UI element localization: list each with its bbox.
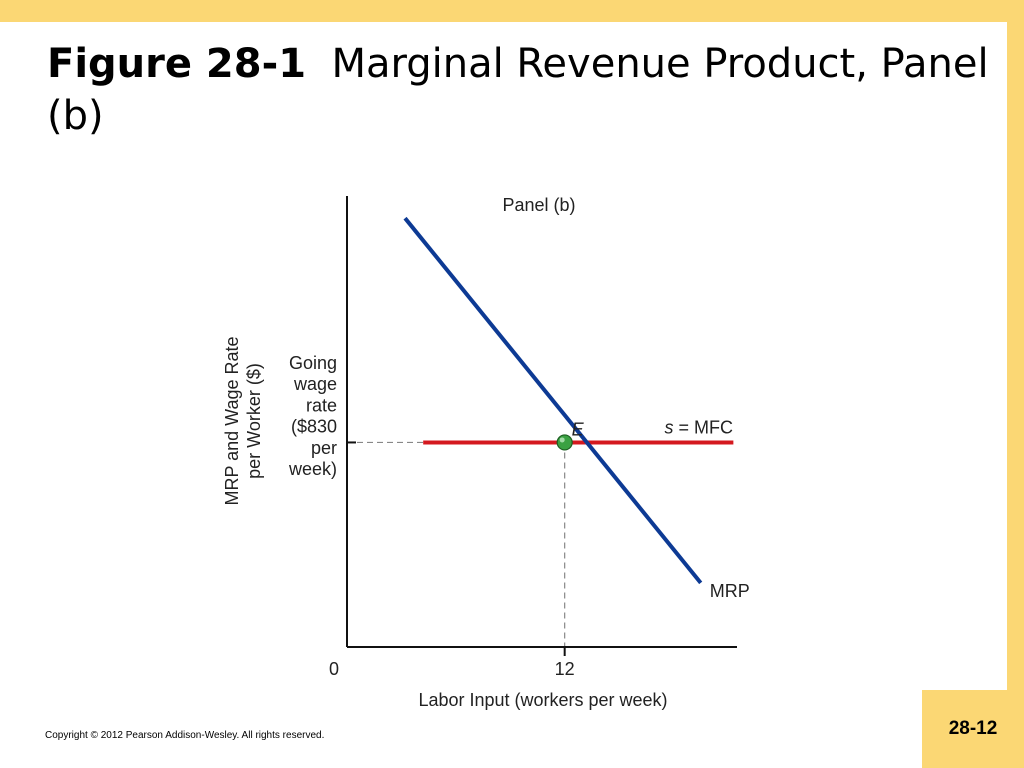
y-annotation-line: per: [311, 438, 337, 458]
y-annotation-line: ($830: [291, 417, 337, 437]
y-annotation-line: Going: [289, 353, 337, 373]
page-number-box: 28-12: [922, 690, 1024, 768]
supply-mfc-label: s = MFC: [664, 417, 733, 437]
x-axis-label: Labor Input (workers per week): [418, 690, 667, 710]
page-number: 28-12: [948, 718, 998, 739]
mrp-line: [403, 216, 703, 585]
right-accent-bar: [1007, 0, 1024, 690]
y-annotation-line: wage: [293, 374, 337, 394]
panel-title: Panel (b): [502, 195, 575, 215]
copyright-notice: Copyright © 2012 Pearson Addison-Wesley.…: [45, 730, 325, 741]
figure-title: Marginal Revenue Product, Panel (b): [47, 41, 989, 139]
mrp-label: MRP: [710, 581, 750, 601]
equilibrium-point-highlight: [559, 437, 565, 443]
equilibrium-point: [556, 434, 573, 451]
figure-number: Figure 28-1: [47, 41, 307, 87]
y-annotation-line: rate: [306, 395, 337, 415]
x-tick-label-12: 12: [555, 659, 575, 679]
y-annotation-line: week): [288, 459, 337, 479]
equilibrium-label: E: [572, 419, 585, 439]
slide-title: Figure 28-1 Marginal Revenue Product, Pa…: [47, 38, 997, 142]
y-axis-label: MRP and Wage Rate per Worker ($): [222, 336, 264, 505]
top-accent-bar: [0, 0, 1024, 22]
x-tick-label-0: 0: [329, 659, 339, 679]
